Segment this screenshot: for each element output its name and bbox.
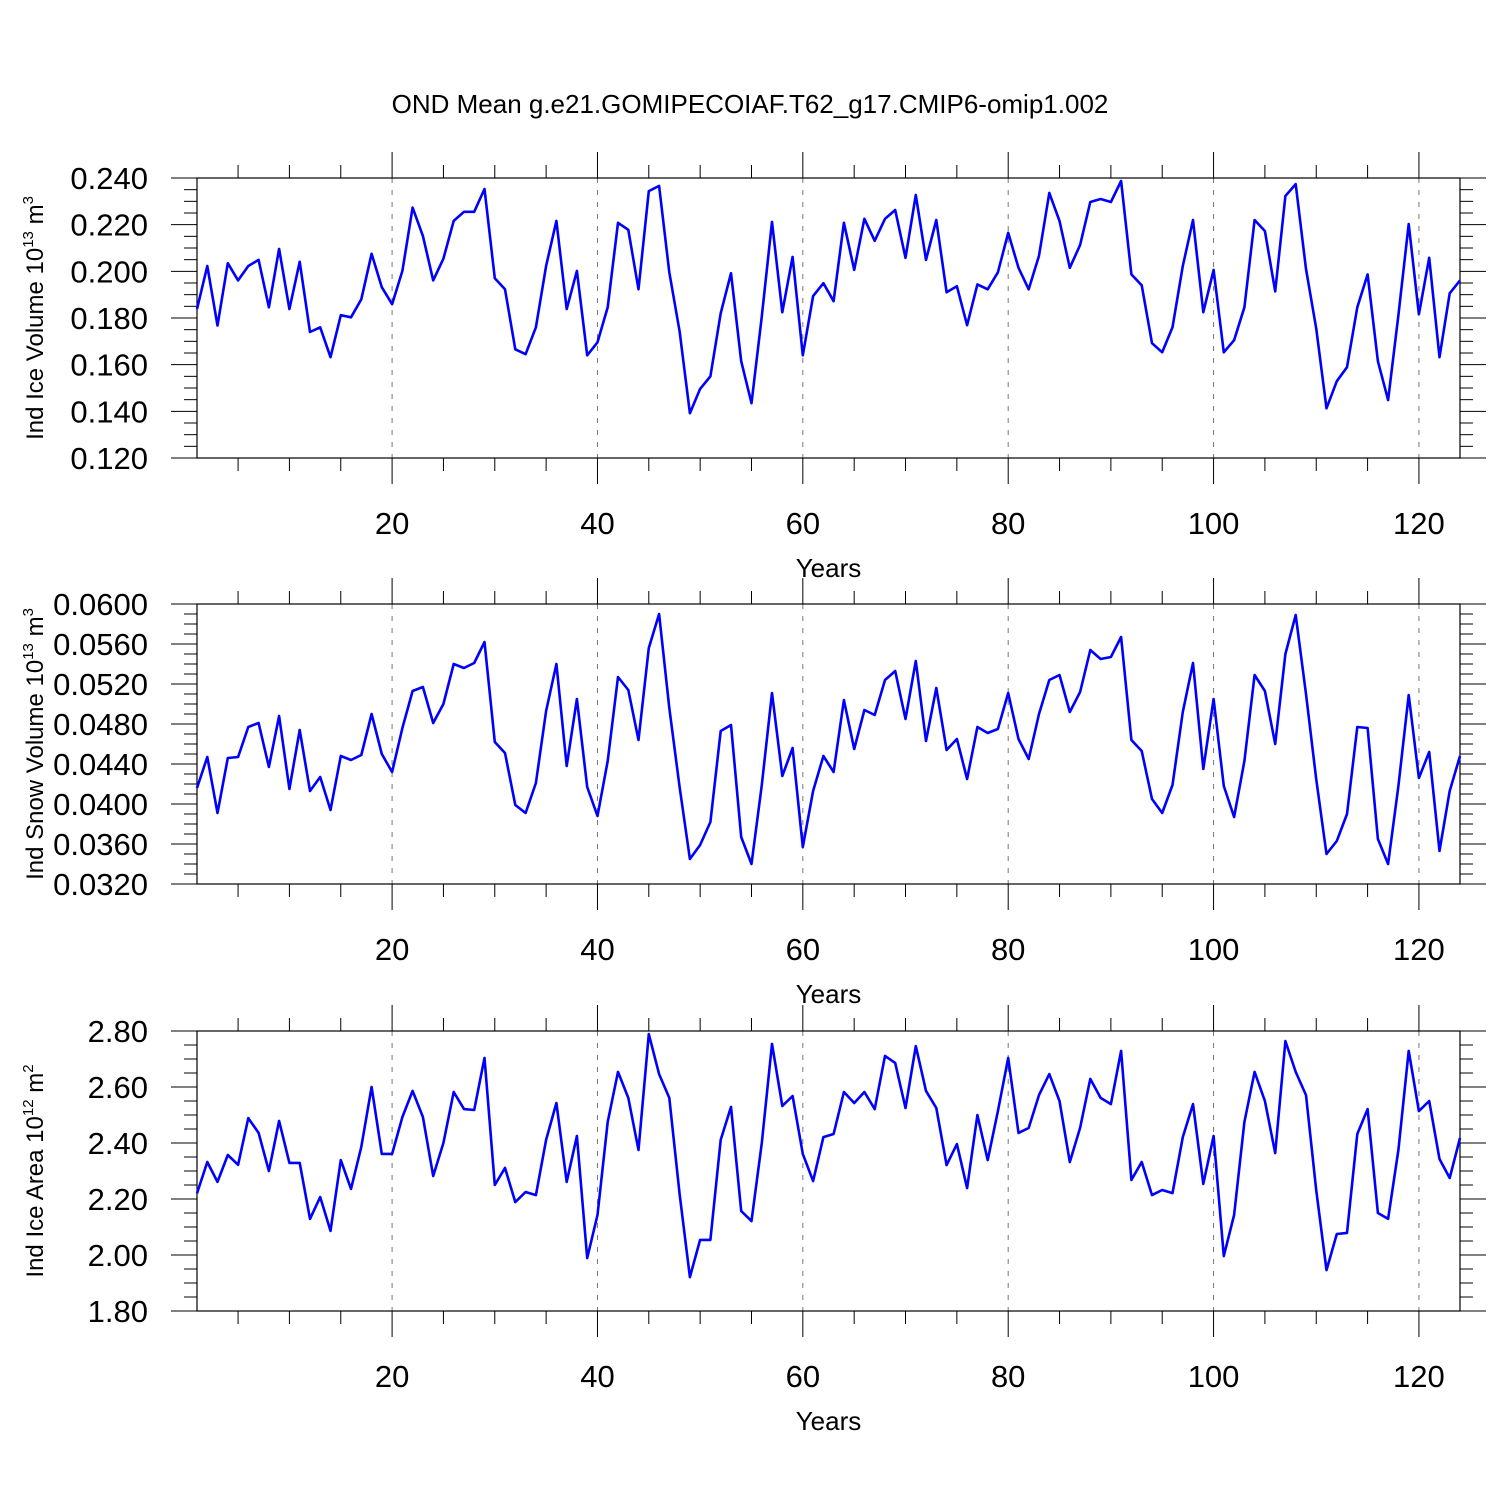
y-tick-label: 0.0320 [53, 867, 148, 902]
chart-panel-3: 1.80 2.00 2.20 2.40 2.60 2.80 20 40 60 80 100 120 Ye… [20, 1005, 1486, 1436]
x-tick-label: 20 [375, 932, 409, 967]
x-tick-label: 40 [580, 1359, 614, 1394]
y-tick-label: 0.0360 [53, 827, 148, 862]
y-axis-label: Ind Ice Area 1012 m2 [20, 1064, 49, 1277]
x-tick-label: 80 [991, 932, 1025, 967]
y-tick-label: 0.140 [70, 394, 148, 429]
chart-title: OND Mean g.e21.GOMIPECOIAF.T62_g17.CMIP6… [392, 89, 1109, 119]
x-tick-label: 120 [1393, 1359, 1445, 1394]
y-tick-label: 2.60 [88, 1070, 148, 1105]
x-tick-label: 40 [580, 506, 614, 541]
y-tick-label: 0.220 [70, 208, 148, 243]
x-tick-label: 120 [1393, 506, 1445, 541]
x-tick-label: 100 [1188, 506, 1240, 541]
y-tick-label: 2.40 [88, 1126, 148, 1161]
y-tick-label: 0.0560 [53, 627, 148, 662]
y-axis-label: Ind Ice Volume 1013 m3 [20, 196, 49, 440]
x-tick-label: 80 [991, 1359, 1025, 1394]
x-tick-label: 80 [991, 506, 1025, 541]
series-line [195, 612, 1462, 866]
x-tick-label: 60 [786, 506, 820, 541]
x-tick-label: 60 [786, 932, 820, 967]
series-line [195, 1032, 1462, 1279]
plot-frame [196, 1030, 1461, 1312]
y-tick-label: 0.0440 [53, 747, 148, 782]
x-tick-label: 60 [786, 1359, 820, 1394]
y-tick-label: 0.160 [70, 348, 148, 383]
x-axis-label: Years [796, 979, 862, 1009]
chart-panel-2: 0.0320 0.0360 0.0400 0.0440 0.0480 0.0520 0.05… [20, 578, 1486, 1009]
y-tick-label: 2.80 [88, 1014, 148, 1049]
x-tick-label: 100 [1188, 932, 1240, 967]
y-tick-label: 0.200 [70, 254, 148, 289]
y-tick-label: 2.20 [88, 1182, 148, 1217]
y-tick-label: 0.0520 [53, 667, 148, 702]
chart-panel-1: 0.120 0.140 0.160 0.180 0.200 0.220 0.240 20 40 6… [20, 152, 1486, 583]
y-tick-label: 0.180 [70, 301, 148, 336]
y-axis-label: Ind Snow Volume 1013 m3 [20, 608, 49, 880]
y-tick-label: 0.120 [70, 441, 148, 476]
x-tick-label: 20 [375, 506, 409, 541]
x-tick-label: 100 [1188, 1359, 1240, 1394]
y-tick-label: 0.0600 [53, 587, 148, 622]
y-tick-label: 0.0400 [53, 787, 148, 822]
series-line [195, 179, 1462, 415]
plot-frame [196, 603, 1461, 885]
plot-frame [196, 177, 1461, 459]
x-tick-label: 120 [1393, 932, 1445, 967]
y-tick-label: 2.00 [88, 1238, 148, 1273]
x-axis-label: Years [796, 1406, 862, 1436]
y-tick-label: 0.0480 [53, 707, 148, 742]
x-axis-label: Years [796, 553, 862, 583]
y-tick-label: 1.80 [88, 1294, 148, 1329]
x-tick-label: 20 [375, 1359, 409, 1394]
x-tick-label: 40 [580, 932, 614, 967]
y-tick-label: 0.240 [70, 161, 148, 196]
